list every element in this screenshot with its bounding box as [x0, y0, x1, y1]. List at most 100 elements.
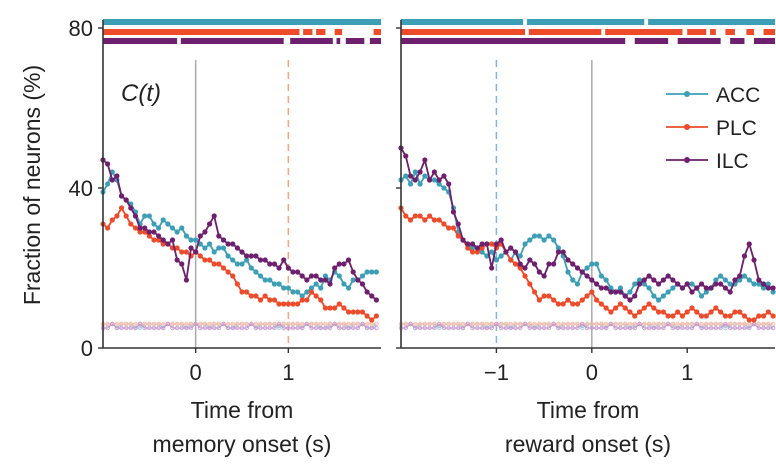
point-ilc-baseline-1-4: [417, 325, 423, 331]
point-ilc-baseline-1-22: [503, 325, 509, 331]
point-ilc-1-17: [479, 241, 485, 247]
point-ilc-baseline-1-2: [408, 321, 413, 327]
point-acc-1-66: [713, 277, 719, 283]
point-plc-0-11: [151, 237, 157, 243]
point-plc-1-17: [479, 245, 485, 251]
point-ilc-0-42: [295, 269, 301, 275]
point-acc-1-15: [469, 245, 476, 251]
point-ilc-1-13: [460, 237, 466, 243]
point-plc-1-30: [541, 293, 547, 299]
point-ilc-1-47: [622, 293, 628, 299]
point-ilc-1-38: [579, 269, 585, 275]
point-acc-1-4: [417, 181, 423, 187]
point-ilc-1-42: [598, 285, 604, 291]
x-axis-label-0-line1: Time from: [191, 397, 294, 423]
point-ilc-baseline-0-30: [239, 325, 245, 331]
point-ilc-1-53: [651, 277, 657, 283]
point-ilc-0-6: [128, 205, 134, 211]
point-acc-1-78: [770, 289, 776, 295]
significance-bar-plc-0-1: [303, 29, 313, 35]
point-acc-0-27: [225, 253, 231, 259]
point-ilc-1-12: [455, 221, 461, 227]
legend-label-ilc: ILC: [716, 150, 749, 173]
point-ilc-0-51: [336, 261, 342, 267]
point-plc-0-37: [271, 297, 278, 303]
point-acc-1-48: [627, 289, 633, 295]
point-ilc-baseline-0-11: [151, 325, 157, 331]
point-ilc-baseline-0-45: [309, 325, 314, 331]
significance-bar-plc-1-6: [746, 29, 755, 35]
point-ilc-baseline-1-56: [665, 321, 671, 327]
point-plc-0-28: [230, 273, 236, 279]
point-plc-1-23: [508, 257, 514, 263]
point-ilc-0-39: [281, 257, 287, 263]
significance-bar-plc-1-0: [401, 29, 526, 35]
point-ilc-baseline-1-1: [403, 325, 408, 331]
point-ilc-0-26: [220, 237, 227, 243]
chart-annotation: C(t): [121, 80, 161, 107]
point-ilc-baseline-0-31: [244, 325, 249, 331]
point-plc-1-4: [417, 213, 423, 219]
significance-bar-plc-0-0: [103, 29, 300, 35]
point-acc-1-53: [651, 293, 657, 299]
point-ilc-1-25: [517, 261, 523, 267]
point-acc-0-59: [373, 269, 379, 275]
point-ilc-baseline-1-51: [642, 325, 647, 331]
point-ilc-1-28: [531, 261, 538, 267]
point-ilc-baseline-0-51: [337, 325, 342, 331]
point-ilc-0-15: [169, 237, 176, 243]
point-acc-0-54: [350, 277, 356, 283]
point-acc-0-13: [160, 217, 166, 223]
point-acc-1-17: [479, 249, 485, 255]
point-ilc-baseline-0-48: [323, 325, 328, 331]
point-acc-0-26: [220, 245, 227, 251]
point-acc-0-25: [216, 245, 222, 251]
point-ilc-baseline-1-63: [699, 325, 704, 331]
point-plc-1-58: [675, 309, 681, 315]
point-ilc-baseline-0-43: [300, 325, 305, 331]
point-ilc-0-36: [267, 261, 273, 267]
point-ilc-0-43: [299, 273, 305, 279]
point-plc-1-6: [427, 213, 433, 219]
point-ilc-0-16: [174, 257, 180, 263]
point-ilc-baseline-1-70: [732, 325, 738, 331]
point-plc-1-28: [531, 289, 538, 295]
point-ilc-0-4: [118, 193, 125, 199]
point-plc-0-59: [373, 313, 379, 319]
point-plc-1-49: [632, 313, 638, 319]
point-acc-baseline-1-8: [436, 325, 442, 331]
point-plc-1-75: [756, 313, 762, 319]
series-line-ilc-baseline-1: [401, 323, 774, 329]
point-ilc-1-74: [751, 257, 757, 263]
point-plc-1-77: [765, 309, 771, 315]
point-plc-1-35: [565, 297, 571, 303]
point-ilc-baseline-0-13: [161, 325, 166, 331]
point-plc-0-42: [295, 301, 301, 307]
point-ilc-baseline-1-53: [651, 325, 657, 331]
point-ilc-baseline-0-18: [184, 325, 189, 331]
significance-bar-ilc-1-0: [401, 38, 626, 44]
point-ilc-baseline-1-28: [532, 325, 537, 331]
point-ilc-baseline-0-4: [119, 325, 124, 331]
point-ilc-baseline-1-58: [675, 325, 680, 331]
point-ilc-1-60: [684, 281, 690, 287]
point-ilc-baseline-0-19: [188, 325, 194, 331]
point-ilc-1-29: [536, 269, 542, 275]
point-acc-1-26: [522, 241, 528, 247]
point-ilc-baseline-1-57: [670, 325, 676, 331]
point-ilc-baseline-1-45: [613, 325, 618, 331]
point-acc-1-7: [431, 177, 437, 183]
point-ilc-baseline-1-71: [737, 325, 742, 331]
point-ilc-1-18: [484, 241, 490, 247]
point-acc-1-46: [617, 285, 624, 291]
point-ilc-0-14: [165, 241, 171, 247]
point-ilc-baseline-1-26: [522, 321, 528, 327]
point-plc-1-29: [536, 297, 542, 303]
point-plc-1-69: [727, 313, 733, 319]
point-ilc-baseline-0-49: [327, 325, 333, 331]
point-ilc-0-35: [262, 257, 268, 263]
point-ilc-baseline-1-47: [623, 325, 628, 331]
point-acc-0-42: [295, 289, 301, 295]
point-ilc-baseline-1-37: [575, 325, 580, 331]
point-ilc-baseline-1-69: [727, 325, 733, 331]
